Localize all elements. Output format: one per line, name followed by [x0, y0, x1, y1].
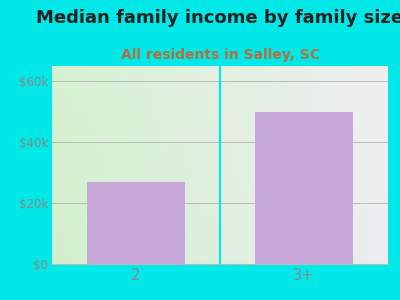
Text: All residents in Salley, SC: All residents in Salley, SC [120, 48, 320, 62]
Text: Median family income by family size: Median family income by family size [36, 9, 400, 27]
Bar [87, 182, 185, 264]
Bar [255, 112, 353, 264]
